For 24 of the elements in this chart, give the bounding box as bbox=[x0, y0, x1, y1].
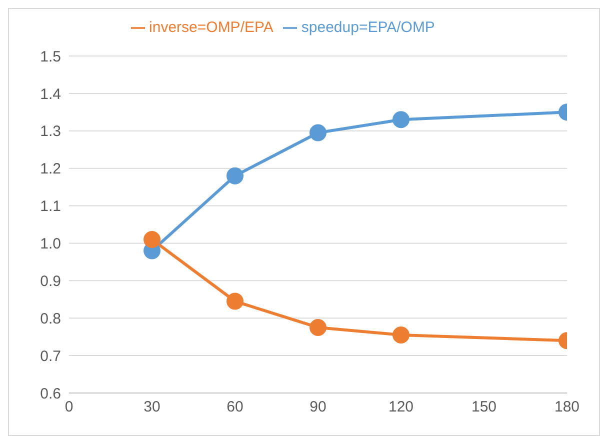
y-tick-label: 0.8 bbox=[40, 310, 61, 328]
y-tick-label: 1.2 bbox=[40, 160, 61, 178]
y-tick-label: 1.0 bbox=[40, 236, 61, 253]
x-tick-label: 120 bbox=[388, 398, 414, 416]
legend-label: speedup=EPA/OMP bbox=[301, 19, 435, 36]
x-tick-label: 60 bbox=[226, 398, 244, 416]
x-tick-label: 180 bbox=[554, 398, 580, 416]
y-tick-label: 0.7 bbox=[40, 348, 61, 365]
y-tick-label: 0.6 bbox=[40, 385, 61, 402]
y-tick-label: 1.3 bbox=[40, 123, 61, 140]
point bbox=[226, 167, 244, 184]
legend-label: inverse=OMP/EPA bbox=[149, 19, 274, 36]
point bbox=[144, 230, 160, 248]
point bbox=[226, 292, 244, 310]
y-tick-label: 1.5 bbox=[40, 48, 61, 66]
x-tick-label: 30 bbox=[144, 398, 160, 416]
point bbox=[310, 124, 326, 142]
y-tick-label: 1.1 bbox=[40, 198, 61, 216]
x-tick-label: 0 bbox=[64, 398, 74, 416]
x-tick-label: 150 bbox=[471, 398, 497, 416]
point bbox=[310, 318, 326, 336]
y-tick-label: 1.4 bbox=[40, 86, 61, 103]
x-tick-label: 90 bbox=[310, 398, 326, 416]
y-tick-label: 0.9 bbox=[40, 272, 61, 290]
